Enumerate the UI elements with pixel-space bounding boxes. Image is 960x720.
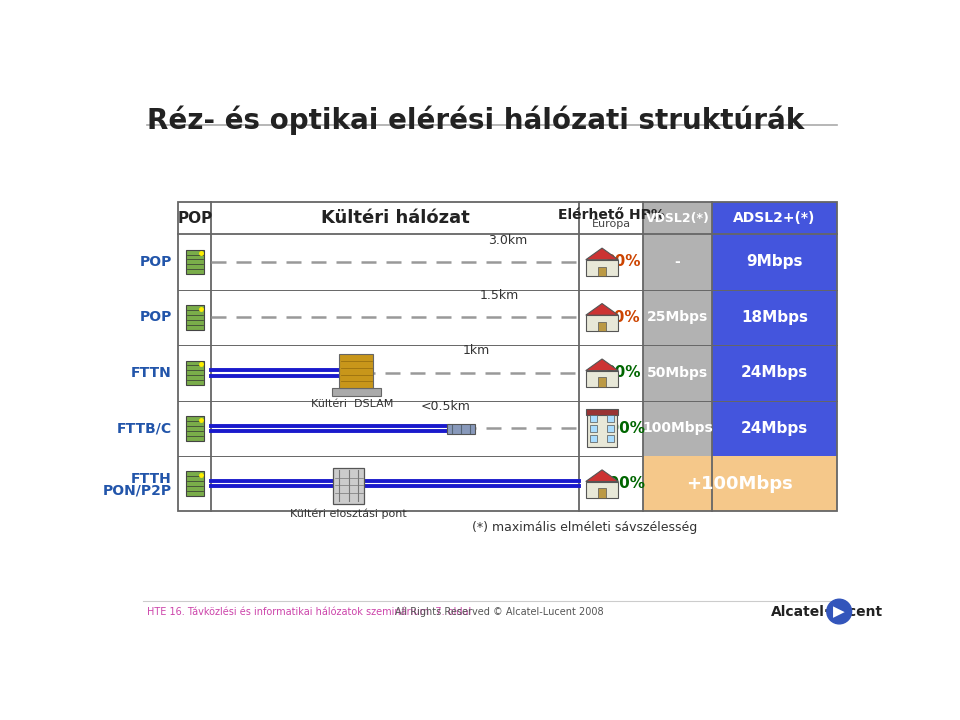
Bar: [186, 250, 204, 274]
Text: <0.5km: <0.5km: [420, 400, 470, 413]
Bar: [586, 260, 618, 276]
Bar: [607, 426, 613, 432]
Polygon shape: [586, 304, 618, 315]
Text: 18Mbps: 18Mbps: [741, 310, 808, 325]
Text: 9Mbps: 9Mbps: [746, 254, 803, 269]
Text: Alcatel·Lucent: Alcatel·Lucent: [771, 605, 883, 618]
Text: POP: POP: [178, 210, 212, 225]
Text: +100Mbps: +100Mbps: [686, 474, 793, 492]
Text: Európa: Európa: [591, 219, 631, 230]
Text: 100Mbps: 100Mbps: [642, 421, 713, 436]
Text: 1.5km: 1.5km: [480, 289, 519, 302]
Text: FTTB/C: FTTB/C: [117, 421, 172, 436]
Text: 50Mbps: 50Mbps: [647, 366, 708, 380]
Bar: [186, 361, 204, 385]
Text: Kültéri hálózat: Kültéri hálózat: [321, 209, 469, 227]
Text: POP: POP: [139, 255, 172, 269]
Text: Elérhető HP%: Elérhető HP%: [558, 208, 664, 222]
Text: 24Mbps: 24Mbps: [741, 420, 808, 436]
Bar: [331, 388, 381, 396]
Text: Réz- és optikai elérési hálózati struktúrák: Réz- és optikai elérési hálózati struktú…: [147, 106, 804, 135]
Polygon shape: [586, 470, 618, 482]
Bar: [589, 435, 596, 442]
Bar: [598, 266, 606, 276]
Text: 24Mbps: 24Mbps: [741, 365, 808, 380]
Bar: [598, 488, 606, 498]
Bar: [712, 202, 837, 456]
Text: HTE 16. Távközlési és informatikai hálózatok szeminárium  7. oldal: HTE 16. Távközlési és informatikai hálóz…: [147, 606, 471, 616]
Bar: [607, 435, 613, 442]
Bar: [186, 472, 204, 496]
Text: 25Mbps: 25Mbps: [647, 310, 708, 325]
Text: 80%: 80%: [604, 365, 640, 380]
Text: Kültéri elosztási pont: Kültéri elosztási pont: [290, 508, 407, 519]
Text: 100%: 100%: [599, 420, 646, 436]
Text: ▶: ▶: [833, 604, 845, 619]
Bar: [598, 322, 606, 331]
Bar: [589, 415, 596, 422]
Text: VDSL2(*): VDSL2(*): [646, 212, 709, 225]
Bar: [607, 415, 613, 422]
Bar: [586, 409, 618, 415]
Text: 100%: 100%: [599, 476, 646, 491]
Bar: [588, 410, 616, 446]
Text: 80%: 80%: [604, 254, 640, 269]
Bar: [643, 456, 837, 511]
Text: ADSL2+(*): ADSL2+(*): [733, 211, 816, 225]
Text: (*) maximális elméleti sávszélesség: (*) maximális elméleti sávszélesség: [472, 521, 698, 534]
Text: 20%: 20%: [604, 310, 640, 325]
Text: POP: POP: [139, 310, 172, 325]
Polygon shape: [586, 248, 618, 260]
Bar: [333, 468, 364, 504]
Text: -: -: [675, 255, 681, 269]
Polygon shape: [586, 359, 618, 371]
Bar: [586, 315, 618, 331]
Bar: [179, 202, 837, 511]
Bar: [589, 426, 596, 432]
Bar: [643, 202, 712, 456]
Bar: [598, 377, 606, 387]
Bar: [186, 305, 204, 330]
Bar: [586, 482, 618, 498]
Text: 1km: 1km: [463, 344, 491, 357]
Text: FTTN: FTTN: [132, 366, 172, 380]
Bar: [339, 354, 373, 388]
Bar: [447, 423, 475, 434]
Bar: [586, 371, 618, 387]
Circle shape: [827, 599, 852, 624]
Text: Kültéri  DSLAM: Kültéri DSLAM: [311, 399, 394, 409]
Bar: [186, 416, 204, 441]
Text: PON/P2P: PON/P2P: [103, 484, 172, 498]
Text: All Rights Reserved © Alcatel-Lucent 2008: All Rights Reserved © Alcatel-Lucent 200…: [396, 606, 604, 616]
Text: 3.0km: 3.0km: [488, 233, 527, 246]
Text: FTTH: FTTH: [132, 472, 172, 486]
